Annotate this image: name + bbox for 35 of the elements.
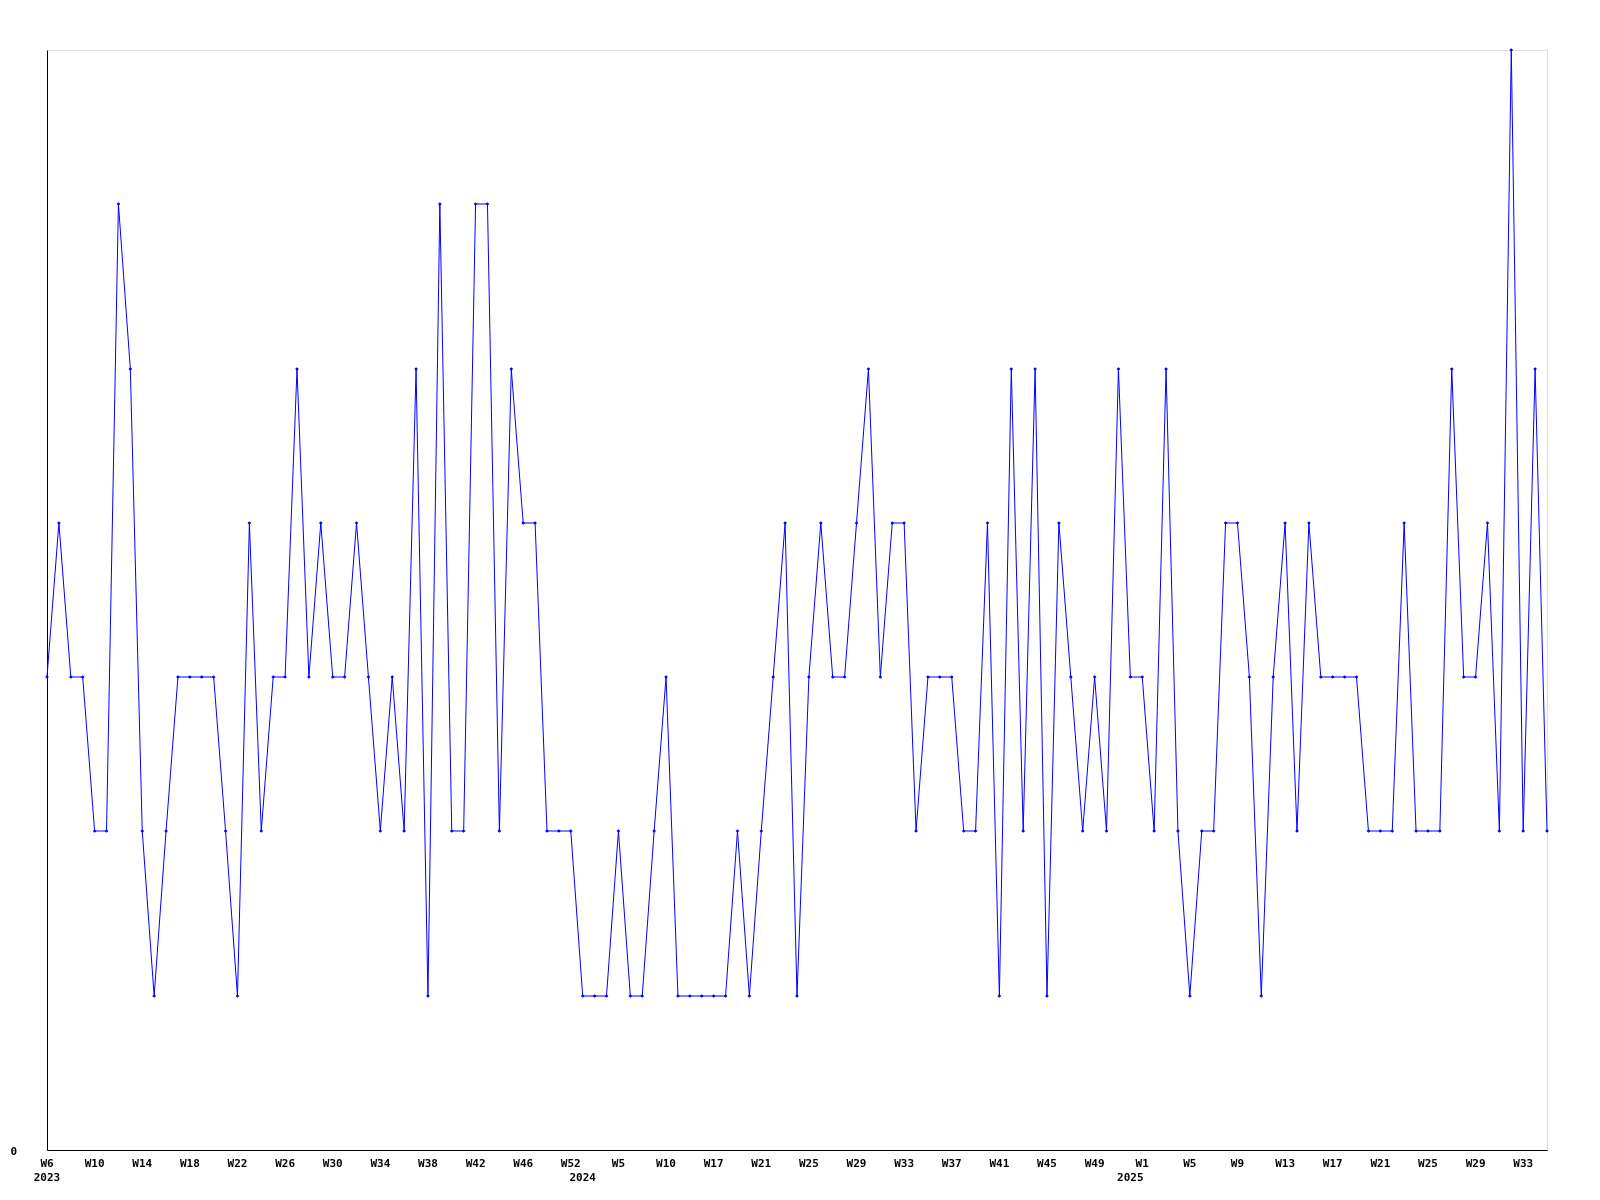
x-tick-label: W26 xyxy=(275,1157,296,1170)
x-tick-label: W17 xyxy=(703,1157,724,1170)
x-tick-label: W10 xyxy=(656,1157,676,1170)
x-tick-label: W46 xyxy=(513,1157,534,1170)
x-tick-label: W29 xyxy=(1465,1157,1486,1170)
x-tick-label: W6 2023 xyxy=(33,1157,61,1184)
x-tick-label: W21 xyxy=(1370,1157,1391,1170)
x-tick-label: 2025 xyxy=(1117,1171,1144,1184)
x-tick-label: W30 xyxy=(322,1157,343,1170)
x-tick-label: W17 xyxy=(1322,1157,1343,1170)
x-tick-label: W29 xyxy=(846,1157,867,1170)
x-tick-label: W21 xyxy=(751,1157,772,1170)
x-tick-label: W41 xyxy=(989,1157,1010,1170)
x-tick-label: 2024 xyxy=(569,1171,597,1184)
x-tick-label: W25 xyxy=(798,1157,819,1170)
x-tick-label: W37 xyxy=(941,1157,962,1170)
x-tick-label: W33 xyxy=(1513,1157,1534,1170)
x-tick-label: W13 xyxy=(1275,1157,1296,1170)
x-tick-label: W34 xyxy=(370,1157,391,1170)
x-tick-label: W45 xyxy=(1037,1157,1057,1170)
x-tick-label: W5 xyxy=(611,1157,626,1170)
x-tick-label: W42 xyxy=(465,1157,486,1170)
x-tick-label: W10 xyxy=(84,1157,105,1170)
x-tick-label: W22 xyxy=(227,1157,248,1170)
x-tick-label: W49 xyxy=(1084,1157,1105,1170)
x-tick-label: W14 xyxy=(132,1157,153,1170)
x-tick-label: W38 xyxy=(418,1157,438,1170)
x-tick-label: W25 xyxy=(1418,1157,1438,1170)
x-tick-label: W1 xyxy=(1135,1157,1150,1170)
x-tick-label: W52 xyxy=(560,1157,581,1170)
x-tick-label: W9 xyxy=(1230,1157,1245,1170)
x-tick-label: W33 xyxy=(894,1157,915,1170)
text: 0 xyxy=(10,1145,17,1158)
x-tick-label: W5 xyxy=(1183,1157,1197,1170)
x-tick-label: W18 xyxy=(179,1157,200,1170)
